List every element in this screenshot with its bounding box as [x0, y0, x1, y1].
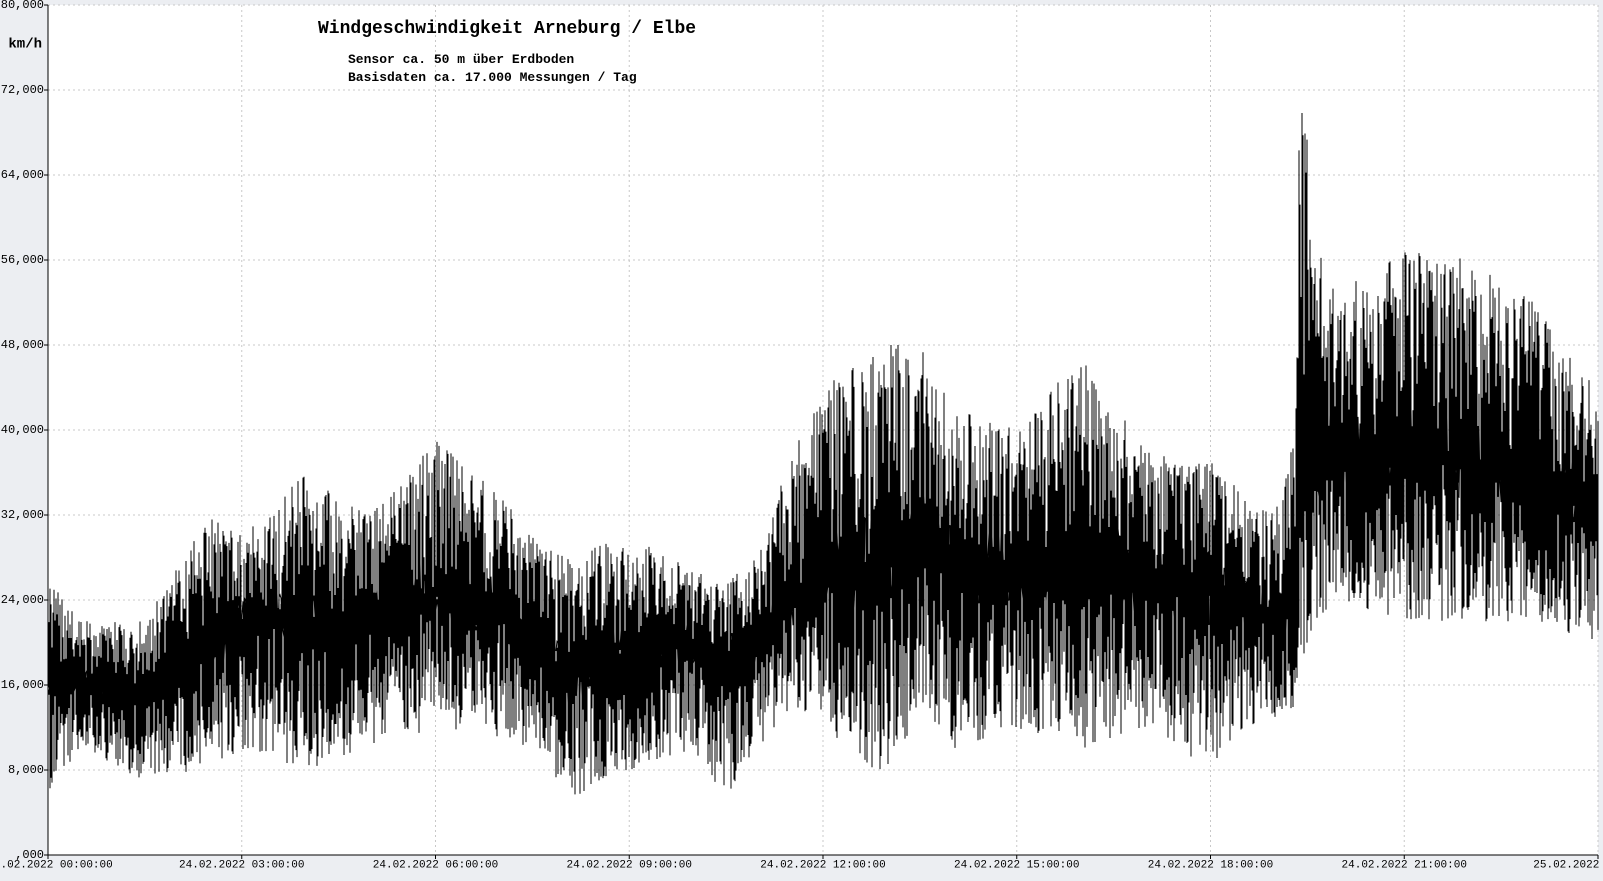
x-tick-label: 24.02.2022 00:00:00	[0, 859, 113, 871]
x-tick-label: 24.02.2022 09:00:00	[567, 859, 692, 871]
x-tick-labels: 24.02.2022 00:00:00 24.02.2022 03:00:00 24…	[0, 859, 1603, 871]
chart-subtitle-1: Sensor ca. 50 m über Erdboden	[348, 52, 574, 67]
y-unit-label: km/h	[8, 37, 42, 53]
y-tick-label: 40,000	[1, 423, 44, 437]
x-tick-label: 24.02.2022 15:00:00	[954, 859, 1079, 871]
y-tick-label: 16,000	[1, 678, 44, 692]
x-tick-label: 24.02.2022 18:00:00	[1148, 859, 1273, 871]
y-tick-label: 64,000	[1, 168, 44, 182]
y-tick-label: 72,000	[1, 83, 44, 97]
x-tick-label: 24.02.2022 12:00:00	[760, 859, 885, 871]
windspeed-chart: ,0008,00016,00024,00032,00040,00048,0005…	[0, 0, 1603, 881]
y-tick-label: 56,000	[1, 253, 44, 267]
y-tick-label: 8,000	[8, 763, 44, 777]
y-tick-label: 24,000	[1, 593, 44, 607]
x-tick-label: 24.02.2022 06:00:00	[373, 859, 498, 871]
x-tick-label: 25.02.2022 00:00:00	[1533, 859, 1603, 871]
y-tick-label: 80,000	[1, 0, 44, 12]
chart-container: ,0008,00016,00024,00032,00040,00048,0005…	[0, 0, 1603, 881]
x-tick-label: 24.02.2022 03:00:00	[179, 859, 304, 871]
chart-title: Windgeschwindigkeit Arneburg / Elbe	[318, 19, 696, 39]
y-tick-label: 48,000	[1, 338, 44, 352]
x-tick-label: 24.02.2022 21:00:00	[1342, 859, 1467, 871]
chart-subtitle-2: Basisdaten ca. 17.000 Messungen / Tag	[348, 70, 637, 85]
y-tick-label: 32,000	[1, 508, 44, 522]
